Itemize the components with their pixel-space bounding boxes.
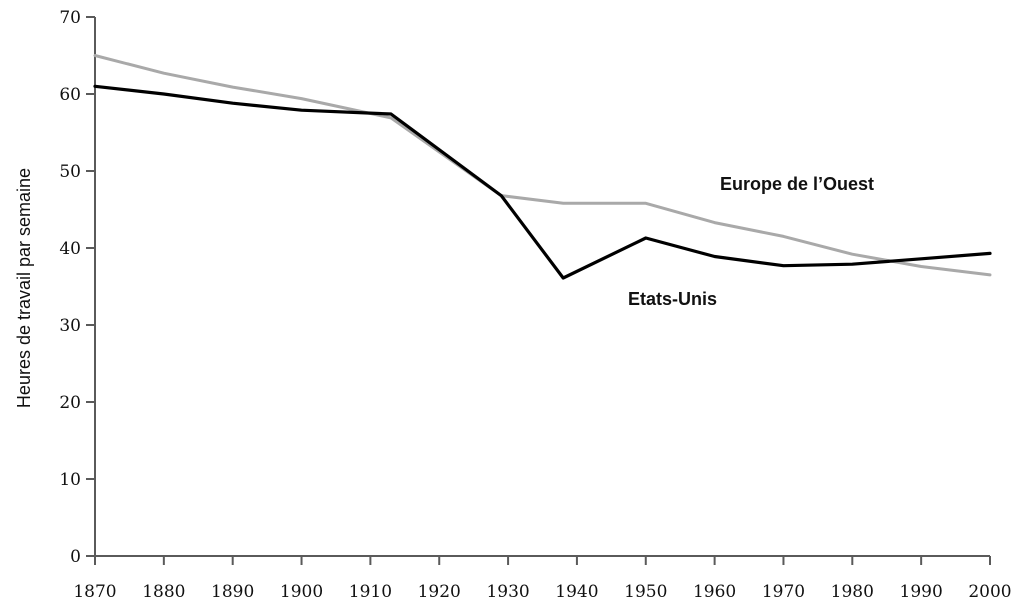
x-tick-label: 1920 (418, 582, 461, 602)
x-tick-label: 1990 (900, 582, 943, 602)
y-tick-label: 20 (59, 393, 81, 413)
x-tick-label: 1870 (73, 582, 116, 602)
series-label-europe: Europe de l’Ouest (720, 174, 874, 194)
series-line-us (93, 84, 992, 280)
y-axis-title: Heures de travail par semaine (14, 168, 34, 408)
y-tick-label: 50 (59, 162, 81, 182)
y-tick-label: 0 (70, 547, 81, 567)
x-tick-label: 1880 (142, 582, 185, 602)
series-lines (93, 54, 992, 280)
y-tick-label: 70 (59, 8, 81, 28)
x-tick-label: 1930 (486, 582, 529, 602)
y-tick-label: 60 (59, 85, 81, 105)
axes: 0 10 20 30 40 50 60 70 1870 1880 1890 1900 1910 1920 1… (59, 8, 1011, 602)
x-tick-label: 1900 (280, 582, 323, 602)
x-tick-label: 1890 (211, 582, 254, 602)
series-labels: Europe de l’Ouest Etats-Unis (628, 174, 874, 309)
x-tick-label: 2000 (968, 582, 1011, 602)
y-tick-label: 10 (59, 470, 81, 490)
y-tick-label: 30 (59, 316, 81, 336)
x-tick-label: 1970 (762, 582, 805, 602)
x-tick-label: 1940 (555, 582, 598, 602)
series-label-us: Etats-Unis (628, 289, 717, 309)
series-line-europe (93, 54, 992, 277)
x-tick-label: 1980 (831, 582, 874, 602)
x-tick-label: 1910 (349, 582, 392, 602)
y-tick-label: 40 (59, 239, 81, 259)
x-tick-label: 1960 (693, 582, 736, 602)
x-tick-label: 1950 (624, 582, 667, 602)
